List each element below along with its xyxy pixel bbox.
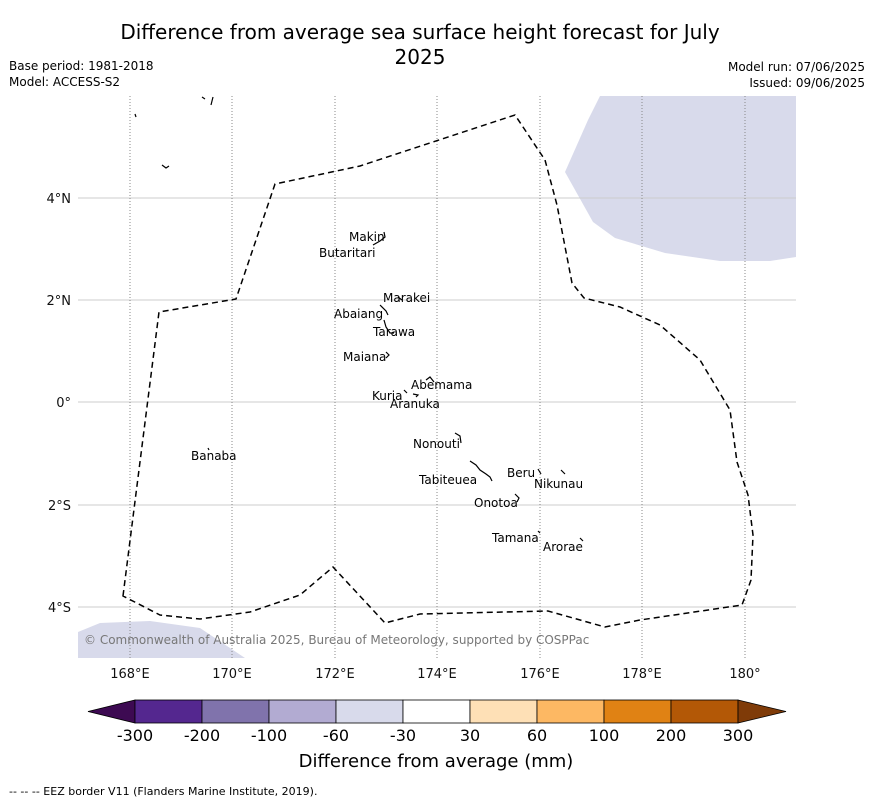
island-label-maiana: Maiana	[343, 350, 386, 364]
colorbar-tick-label: -30	[390, 726, 416, 745]
island-label-beru: Beru	[507, 466, 535, 480]
colorbar-tick-label: 300	[723, 726, 754, 745]
island-label-abaiang: Abaiang	[334, 307, 383, 321]
lon-tick-label: 178°E	[622, 667, 662, 682]
meta-right: Model run: 07/06/2025 Issued: 09/06/2025	[728, 59, 865, 91]
colorbar-tick-label: 60	[527, 726, 547, 745]
lon-tick-label: 172°E	[315, 667, 355, 682]
lon-tick-label: 174°E	[417, 667, 457, 682]
lon-tick-label: 170°E	[212, 667, 252, 682]
lon-tick-labels: 168°E 170°E 172°E 174°E 176°E 178°E 180°	[110, 667, 760, 682]
colorbar-tick-label: 200	[656, 726, 687, 745]
colorbar-tick-label: -100	[251, 726, 287, 745]
issued-date: Issued: 09/06/2025	[749, 76, 865, 90]
lon-tick-label: 180°	[729, 667, 760, 682]
colorbar-tick-label: 30	[460, 726, 480, 745]
island-labels: Makin Butaritari Marakei Abaiang Tarawa …	[191, 230, 583, 554]
island-label-tamana: Tamana	[491, 531, 539, 545]
lat-tick-label: 0°	[56, 396, 71, 411]
meta-left: Base period: 1981-2018 Model: ACCESS-S2	[9, 58, 154, 90]
island-label-tarawa: Tarawa	[372, 325, 415, 339]
lon-tick-label: 168°E	[110, 667, 150, 682]
colorbar-tick-label: -60	[323, 726, 349, 745]
map-area: Makin Butaritari Marakei Abaiang Tarawa …	[78, 96, 796, 658]
colorbar-segment	[335, 699, 404, 724]
colorbar-segment	[134, 699, 203, 724]
model-run: Model run: 07/06/2025	[727, 60, 865, 74]
colorbar-segment	[536, 699, 605, 724]
lat-tick-label: 4°N	[47, 192, 72, 207]
base-period: Base period: 1981-2018	[9, 59, 154, 73]
colorbar-segment	[201, 699, 270, 724]
colorbar-tick-label: -300	[117, 726, 153, 745]
colorbar-segment	[268, 699, 337, 724]
colorbar-segment	[603, 699, 672, 724]
island-label-nikunau: Nikunau	[534, 477, 583, 491]
colorbar-tick-label: -200	[184, 726, 220, 745]
island-label-butaritari: Butaritari	[319, 246, 376, 260]
lon-tick-label: 176°E	[520, 667, 560, 682]
colorbar-tick-label: 100	[589, 726, 620, 745]
island-label-marakei: Marakei	[383, 291, 430, 305]
island-label-tabiteuea: Tabiteuea	[418, 473, 477, 487]
colorbar-segment	[670, 699, 739, 724]
colorbar-extend-high	[737, 699, 787, 724]
colorbar-segment	[469, 699, 538, 724]
colorbar-segment	[402, 699, 471, 724]
anomaly-region-northeast	[565, 96, 796, 261]
lat-tick-labels: 4°N 2°N 0° 2°S 4°S	[47, 192, 72, 616]
lat-tick-label: 2°N	[47, 294, 72, 309]
island-shapes	[134, 96, 584, 542]
anomaly-region-southwest	[78, 621, 245, 658]
colorbar: -300 -200 -100 -60 -30 30 60 100 200 300	[87, 699, 787, 745]
lat-tick-label: 4°S	[48, 601, 71, 616]
island-label-nonouti: Nonouti	[413, 437, 460, 451]
page-title: Difference from average sea surface heig…	[120, 20, 720, 69]
island-label-makin: Makin	[349, 230, 385, 244]
eez-footnote: -- -- -- EEZ border V11 (Flanders Marine…	[9, 785, 318, 798]
island-label-banaba: Banaba	[191, 449, 237, 463]
island-label-onotoa: Onotoa	[474, 496, 518, 510]
island-label-abemama: Abemama	[411, 378, 472, 392]
colorbar-title: Difference from average (mm)	[299, 751, 574, 772]
eez-border	[122, 114, 754, 628]
island-label-aranuka: Aranuka	[390, 397, 440, 411]
island-label-kuria: Kuria	[372, 389, 403, 403]
lon-gridlines	[129, 96, 746, 658]
colorbar-extend-low	[87, 699, 136, 724]
lat-tick-label: 2°S	[48, 499, 71, 514]
model-name: Model: ACCESS-S2	[9, 75, 121, 89]
copyright-notice: © Commonwealth of Australia 2025, Bureau…	[84, 633, 589, 647]
island-label-arorae: Arorae	[543, 540, 583, 554]
